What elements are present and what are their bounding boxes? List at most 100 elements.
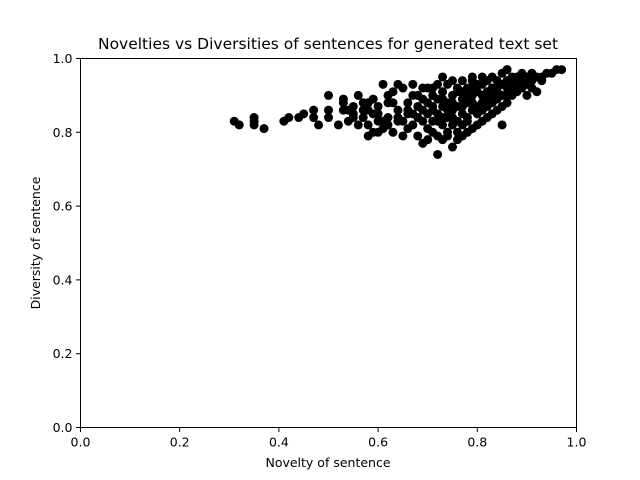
data-point [234, 120, 244, 130]
data-point [338, 94, 348, 104]
data-point [363, 120, 373, 130]
y-tick-label: 0.6 [53, 199, 73, 214]
data-point [343, 105, 353, 115]
x-tick-label: 0.2 [170, 435, 190, 450]
data-point [348, 113, 358, 123]
data-point [438, 72, 448, 82]
data-point [418, 116, 428, 126]
data-point [438, 94, 448, 104]
x-tick-label: 0.6 [368, 435, 388, 450]
data-point [457, 87, 467, 97]
data-point [398, 131, 408, 141]
chart-title: Novelties vs Diversities of sentences fo… [98, 35, 558, 53]
data-point [457, 76, 467, 86]
data-point [408, 109, 418, 119]
data-point [324, 113, 333, 123]
data-point [413, 131, 423, 141]
x-axis: 0.0 0.2 0.4 0.6 0.8 1.0 [71, 427, 587, 450]
data-point [393, 79, 403, 89]
data-point [418, 94, 428, 104]
data-point [497, 120, 507, 130]
data-point [284, 113, 294, 123]
data-point [373, 109, 383, 119]
y-tick-label: 0.8 [53, 125, 73, 140]
data-point [358, 113, 368, 123]
data-point [448, 113, 457, 123]
data-point [388, 127, 398, 137]
data-point [413, 101, 423, 111]
data-point [368, 127, 378, 137]
data-point [249, 113, 259, 123]
y-axis: 0.0 0.2 0.4 0.6 0.8 1.0 [53, 51, 81, 435]
x-tick-label: 1.0 [567, 435, 587, 450]
data-point [522, 90, 532, 100]
data-point [452, 127, 462, 137]
data-point [314, 120, 324, 130]
data-point [363, 105, 373, 115]
data-point [299, 109, 309, 119]
data-point [497, 90, 507, 100]
data-point [353, 90, 363, 100]
data-point [467, 72, 477, 82]
data-point [383, 90, 393, 100]
data-point [557, 65, 567, 75]
data-point [408, 79, 418, 89]
data-point [388, 98, 398, 108]
data-point [333, 120, 343, 130]
data-point [492, 76, 502, 86]
x-tick-label: 0.0 [71, 435, 91, 450]
data-point [398, 116, 408, 126]
y-axis-label: Diversity of sentence [28, 176, 43, 309]
data-point [448, 98, 457, 108]
data-point [353, 120, 363, 130]
data-point [467, 98, 477, 108]
plot-frame [80, 58, 577, 428]
y-tick-label: 0.4 [53, 272, 73, 287]
data-point [378, 116, 388, 126]
data-point [448, 76, 457, 86]
data-point [428, 83, 438, 93]
data-point [477, 72, 487, 82]
x-axis-label: Novelty of sentence [265, 455, 390, 470]
data-point [428, 101, 438, 111]
data-point [502, 65, 512, 75]
x-tick-label: 0.4 [269, 435, 289, 450]
x-tick-label: 0.8 [467, 435, 487, 450]
data-point [482, 87, 492, 97]
data-point [537, 76, 547, 86]
data-point [403, 98, 413, 108]
data-point [467, 83, 477, 93]
data-point [324, 105, 333, 115]
data-point [259, 124, 269, 134]
data-point [423, 109, 433, 119]
data-point [373, 101, 383, 111]
data-point [462, 116, 472, 126]
data-point [502, 98, 512, 108]
data-point [393, 105, 403, 115]
y-tick-label: 0.0 [53, 420, 73, 435]
y-tick-label: 0.2 [53, 346, 73, 361]
data-point [378, 79, 388, 89]
data-point [527, 83, 537, 93]
data-point [324, 90, 333, 100]
data-point [443, 131, 453, 141]
data-point [309, 113, 319, 123]
data-point [433, 116, 443, 126]
data-point [368, 94, 378, 104]
data-point [403, 124, 413, 134]
data-point [408, 90, 418, 100]
data-point [309, 105, 319, 115]
data-point [418, 83, 428, 93]
data-point [428, 127, 438, 137]
data-point [443, 105, 453, 115]
data-point [448, 142, 457, 152]
data-point [423, 135, 433, 145]
data-point [522, 72, 532, 82]
data-point [438, 87, 448, 97]
data-point [433, 149, 443, 159]
data-point [457, 101, 467, 111]
data-point [358, 98, 368, 108]
data-points [229, 65, 567, 159]
y-tick-label: 1.0 [53, 51, 73, 66]
